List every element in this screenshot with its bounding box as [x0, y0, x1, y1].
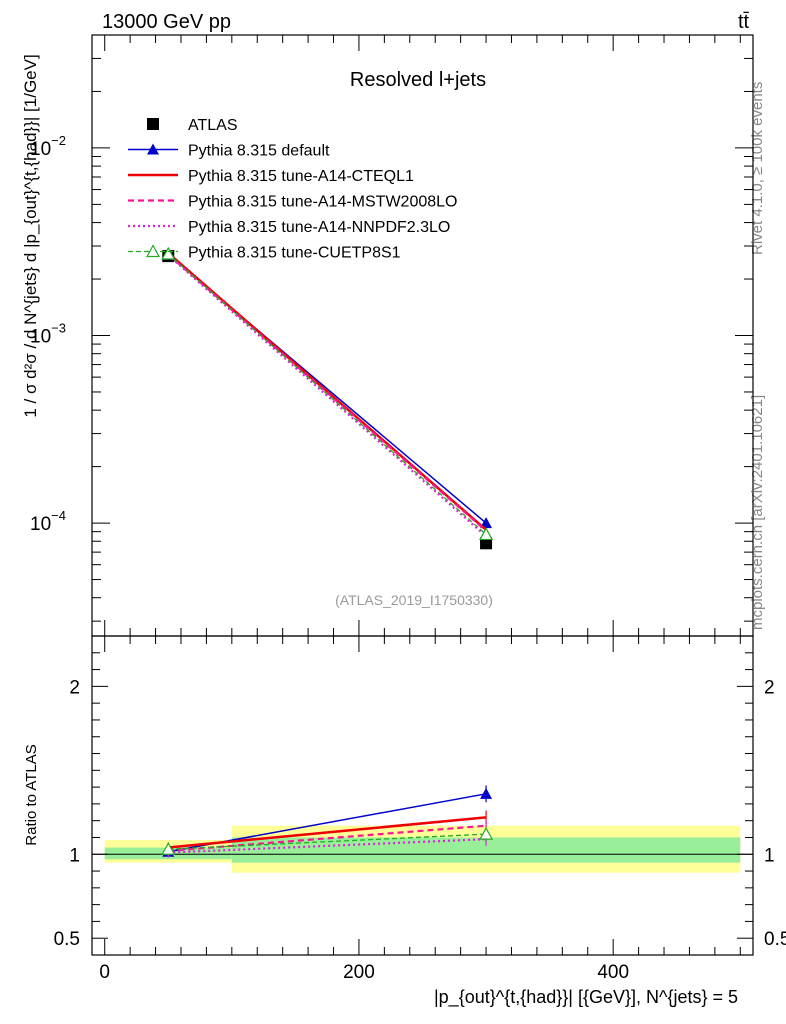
- main-y-axis-label: 1 / σ d²σ / d N^{jets} d |p_{out}^{t,{ha…: [21, 54, 40, 417]
- series-0: [162, 250, 493, 550]
- legend-label: Pythia 8.315 default: [188, 143, 330, 160]
- legend-label: Pythia 8.315 tune-A14-CTEQL1: [188, 168, 414, 185]
- main-y-tick-label: 10−3: [30, 321, 66, 348]
- series-3: [167, 253, 487, 532]
- data-point: [161, 246, 176, 260]
- ratio-series-4: [161, 826, 494, 855]
- main-y-tick-labels: 10−4 10−3 10−2: [30, 133, 66, 535]
- ratio-point: [480, 787, 493, 799]
- ratio-series-group: [161, 785, 494, 858]
- ratio-y-tick-label-left: 0.5: [54, 929, 80, 950]
- legend-marker: [147, 118, 159, 130]
- ratio-y-tick-label-right: 0.5: [764, 929, 786, 950]
- main-series-group: [161, 246, 494, 550]
- x-tick-label: 0: [99, 962, 110, 983]
- main-panel: 10−4 10−3 10−2 Resolved l+jets (ATLAS_2019…: [21, 34, 754, 637]
- legend-label: Pythia 8.315 tune-CUETP8S1: [188, 245, 401, 262]
- legend-entry: Pythia 8.315 tune-A14-CTEQL1: [128, 168, 414, 185]
- legend-marker: [147, 143, 159, 155]
- legend-label: Pythia 8.315 tune-A14-MSTW2008LO: [188, 194, 457, 211]
- ratio-x-tick-labels: 0 200 400: [99, 962, 629, 983]
- legend-label: ATLAS: [188, 117, 238, 134]
- ratio-axis-ticks: [92, 635, 753, 956]
- data-point: [480, 537, 493, 550]
- x-tick-label: 200: [343, 962, 375, 983]
- legend: ATLAS Pythia 8.315 default Pythia 8.315 tu…: [128, 117, 457, 262]
- series-line: [167, 253, 487, 535]
- legend-marker: [145, 244, 161, 258]
- ratio-line: [168, 824, 487, 853]
- x-axis-label: |p_{out}^{t,{had}}| [{GeV}], N^{jets} = …: [434, 987, 738, 1008]
- ratio-y-axis-label: Ratio to ATLAS: [23, 744, 40, 845]
- ratio-line: [168, 816, 487, 849]
- x-tick-label: 400: [597, 962, 629, 983]
- main-y-tick-label: 10−2: [30, 133, 66, 160]
- side-mcplots-label: mcplots.cern.ch [arXiv:2401.10621]: [749, 395, 766, 630]
- analysis-watermark: (ATLAS_2019_I1750330): [335, 592, 493, 608]
- side-rivet-label: Rivet 4.1.0, ≥ 100k events: [749, 82, 766, 255]
- ratio-y-tick-label-left: 1: [69, 845, 80, 866]
- series-5: [161, 246, 494, 541]
- legend-entry: ATLAS: [147, 117, 238, 134]
- legend-entry: Pythia 8.315 tune-A14-MSTW2008LO: [128, 194, 457, 211]
- series-4: [167, 254, 487, 538]
- legend-entry: Pythia 8.315 tune-CUETP8S1: [128, 244, 401, 262]
- legend-label: Pythia 8.315 tune-A14-NNPDF2.3LO: [188, 219, 450, 236]
- ratio-frame: [91, 635, 754, 956]
- data-point: [480, 517, 493, 529]
- ratio-line: [168, 838, 487, 854]
- legend-entry: Pythia 8.315 default: [128, 143, 330, 160]
- series-line: [167, 253, 487, 532]
- ratio-y-tick-label-right: 2: [764, 677, 775, 698]
- header-process-label: tt̄: [738, 11, 750, 33]
- header-energy-label: 13000 GeV pp: [102, 11, 231, 33]
- main-axis-ticks: [92, 34, 753, 636]
- main-panel-title: Resolved l+jets: [350, 69, 486, 91]
- ratio-panel: 0.5 0.5 1 1 2 2 0 200 400 Ratio to ATLAS |p_{ou…: [23, 635, 786, 1008]
- ratio-point: [479, 826, 494, 840]
- data-point: [479, 527, 494, 541]
- ratio-point: [161, 841, 176, 855]
- legend-entry: Pythia 8.315 tune-A14-NNPDF2.3LO: [128, 219, 450, 236]
- ratio-y-tick-labels: 0.5 0.5 1 1 2 2: [54, 677, 786, 950]
- ratio-y-tick-label-right: 1: [764, 845, 775, 866]
- main-y-tick-label: 10−4: [30, 508, 66, 535]
- ratio-line: [168, 833, 487, 850]
- series-line: [167, 254, 487, 538]
- ratio-y-tick-label-left: 2: [69, 677, 80, 698]
